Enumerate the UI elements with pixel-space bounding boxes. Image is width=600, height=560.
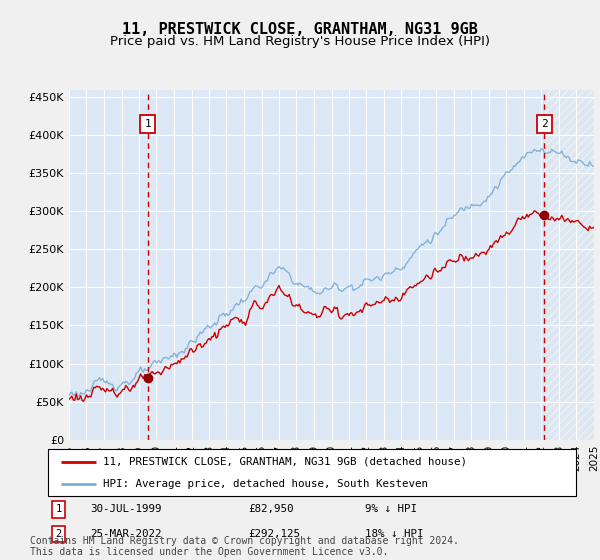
Text: £292,125: £292,125: [248, 529, 301, 539]
Text: Contains HM Land Registry data © Crown copyright and database right 2024.
This d: Contains HM Land Registry data © Crown c…: [30, 535, 459, 557]
Text: 1: 1: [144, 119, 151, 129]
Text: 1: 1: [55, 505, 62, 515]
Bar: [544, 90, 594, 440]
Text: 30-JUL-1999: 30-JUL-1999: [90, 505, 162, 515]
Text: 11, PRESTWICK CLOSE, GRANTHAM, NG31 9GB: 11, PRESTWICK CLOSE, GRANTHAM, NG31 9GB: [122, 22, 478, 38]
Text: 18% ↓ HPI: 18% ↓ HPI: [365, 529, 424, 539]
Text: 2: 2: [55, 529, 62, 539]
Text: 25-MAR-2022: 25-MAR-2022: [90, 529, 162, 539]
Text: HPI: Average price, detached house, South Kesteven: HPI: Average price, detached house, Sout…: [103, 479, 428, 489]
Text: Price paid vs. HM Land Registry's House Price Index (HPI): Price paid vs. HM Land Registry's House …: [110, 35, 490, 48]
Text: 2: 2: [541, 119, 548, 129]
Text: 9% ↓ HPI: 9% ↓ HPI: [365, 505, 417, 515]
Text: £82,950: £82,950: [248, 505, 294, 515]
Text: 11, PRESTWICK CLOSE, GRANTHAM, NG31 9GB (detached house): 11, PRESTWICK CLOSE, GRANTHAM, NG31 9GB …: [103, 456, 467, 466]
Bar: [544, 90, 594, 440]
